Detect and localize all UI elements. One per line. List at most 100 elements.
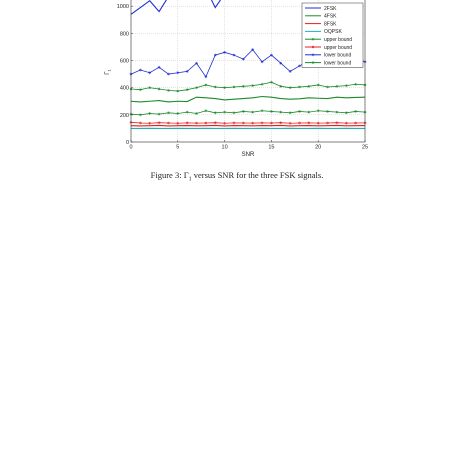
data-point <box>279 110 283 114</box>
data-point <box>213 111 217 115</box>
series-line <box>130 110 366 116</box>
data-point <box>195 121 198 125</box>
caption-symbol: Γ <box>183 170 189 180</box>
legend-entry: lower bound <box>324 53 351 59</box>
data-point <box>307 121 311 125</box>
data-point <box>326 110 329 113</box>
y-axis-label-subscript: 1 <box>107 68 112 71</box>
data-point <box>195 112 198 115</box>
data-point <box>148 112 152 115</box>
data-point <box>241 121 245 125</box>
series-lines <box>130 0 366 129</box>
series-line <box>130 124 366 127</box>
caption-prefix: Figure 3: <box>150 170 184 180</box>
legend-marker <box>311 45 315 49</box>
data-point <box>335 110 339 114</box>
data-point <box>232 111 236 115</box>
data-point <box>195 61 198 65</box>
legend-box <box>301 2 364 68</box>
data-point <box>157 121 161 125</box>
legend-entry: lower bound <box>324 60 351 66</box>
data-point <box>185 121 189 125</box>
data-point <box>298 64 301 68</box>
legend-marker <box>311 37 315 41</box>
data-point <box>279 61 283 65</box>
data-point <box>185 110 189 114</box>
data-point <box>288 86 292 90</box>
data-point <box>279 121 283 125</box>
data-point <box>232 53 236 57</box>
data-point <box>344 111 348 115</box>
series-line <box>130 95 366 103</box>
data-point <box>307 110 311 114</box>
x-tick-label: 0 <box>129 145 132 151</box>
data-point <box>138 113 142 117</box>
data-point <box>213 53 217 57</box>
legend-marker <box>311 61 315 64</box>
data-point <box>223 121 226 125</box>
data-point <box>335 121 339 125</box>
data-point <box>167 111 170 115</box>
data-point <box>241 57 245 61</box>
y-tick-label: 200 <box>120 113 129 119</box>
data-point <box>298 121 301 125</box>
data-point <box>157 87 161 91</box>
series-line <box>130 121 366 124</box>
y-tick-label: 600 <box>120 59 129 65</box>
data-point <box>204 75 208 79</box>
data-point <box>251 121 255 125</box>
data-point <box>223 110 226 114</box>
data-point <box>138 121 142 125</box>
data-point <box>176 89 180 93</box>
legend-entry: 8FSK <box>324 21 337 27</box>
legend-entry: upper bound <box>324 45 352 51</box>
data-point <box>195 86 198 90</box>
data-point <box>270 80 273 84</box>
x-tick-labels: 0 5 10 15 20 25 <box>129 145 368 151</box>
data-point <box>232 121 236 125</box>
data-point <box>344 84 348 88</box>
y-tick-label: 1000 <box>117 4 129 10</box>
data-point <box>241 84 245 88</box>
data-point <box>185 88 189 92</box>
y-tick-labels: 020040060080010001200 <box>117 4 129 146</box>
data-point <box>307 84 311 88</box>
x-tick-label: 10 <box>222 145 228 151</box>
data-point <box>138 88 142 92</box>
data-point <box>335 84 339 88</box>
data-point <box>157 112 161 116</box>
series-line <box>130 81 366 92</box>
y-tick-label: 800 <box>120 31 129 37</box>
data-point <box>148 121 152 125</box>
data-point <box>298 110 301 113</box>
legend-entry: upper bound <box>324 37 352 43</box>
data-point <box>260 82 264 86</box>
y-axis-label-symbol: Γ <box>105 71 111 75</box>
data-point <box>316 121 320 125</box>
data-point <box>167 72 170 76</box>
data-point <box>148 86 152 90</box>
data-point <box>270 53 273 57</box>
legend-entry: 2FSK <box>324 6 337 12</box>
data-point <box>223 50 226 54</box>
data-point <box>148 71 152 75</box>
data-point <box>288 69 292 73</box>
data-point <box>279 84 283 88</box>
data-point <box>251 48 255 52</box>
data-point <box>260 60 264 64</box>
data-point <box>167 88 170 92</box>
data-point <box>344 121 348 125</box>
data-point <box>251 110 255 114</box>
data-point <box>176 71 180 75</box>
data-point <box>326 85 329 89</box>
data-point <box>260 121 264 125</box>
data-point <box>204 83 208 87</box>
data-point <box>241 110 245 113</box>
legend-marker <box>311 53 315 57</box>
data-point <box>251 84 255 88</box>
data-point <box>316 109 320 113</box>
x-axis-label: SNR <box>242 152 255 158</box>
x-tick-label: 5 <box>176 145 179 151</box>
data-point <box>185 69 189 73</box>
data-point <box>138 68 142 72</box>
